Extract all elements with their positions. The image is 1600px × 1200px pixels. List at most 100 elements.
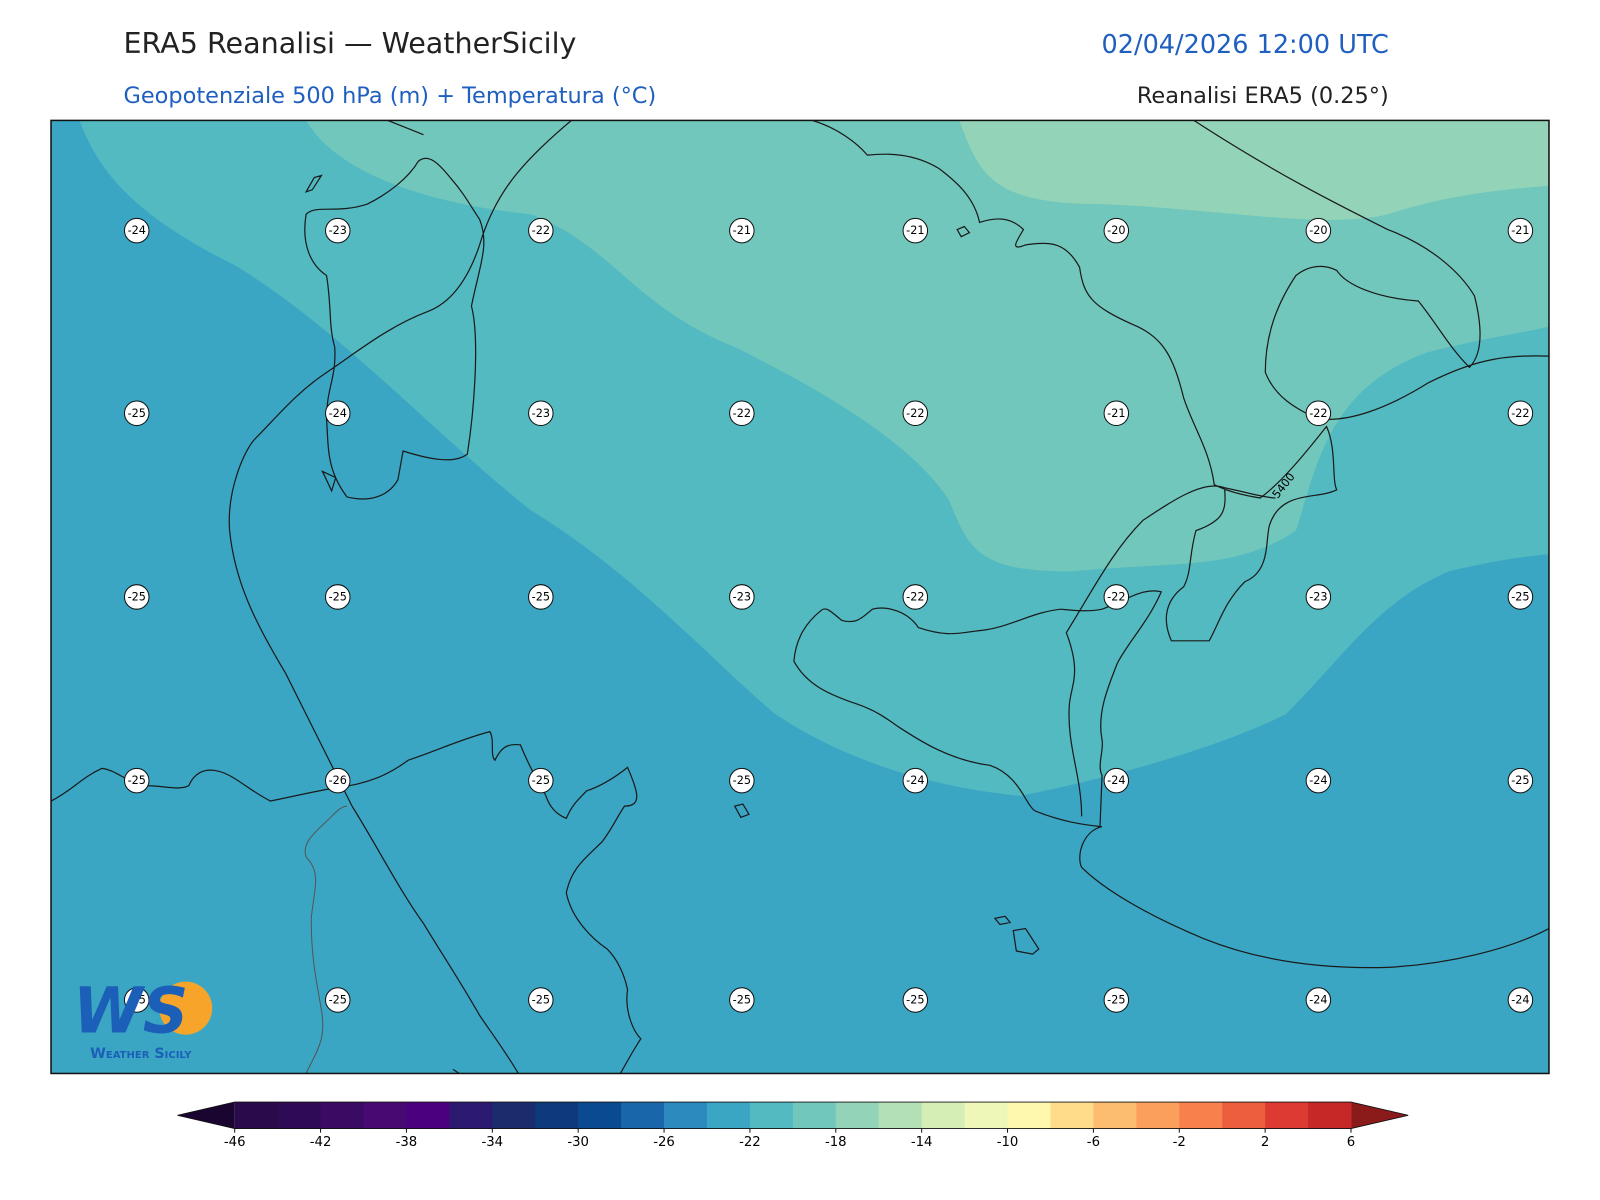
- logo: WS Weather Sicily: [73, 974, 213, 1062]
- temperature-marker: [902, 987, 929, 1013]
- logo-mark: WS: [73, 974, 188, 1048]
- temperature-marker: [1103, 767, 1130, 794]
- colorbar-bin: [449, 1102, 493, 1129]
- temperature-label: -24: [1309, 774, 1327, 787]
- logo-name: Weather Sicily: [90, 1046, 192, 1062]
- colorbar-tick-label: -22: [739, 1135, 761, 1150]
- temperature-labels: -24 -23 -22 -21 -21 -20 -20 -21 -25 -24 -23 -22 -22 -…: [123, 217, 1534, 1013]
- colorbar-bin: [277, 1102, 322, 1129]
- temperature-label: -25: [1107, 994, 1125, 1007]
- temperature-label: -25: [128, 774, 146, 787]
- colorbar-bin: [1007, 1102, 1051, 1129]
- temperature-label: -21: [1107, 407, 1125, 420]
- temperature-marker: [1305, 584, 1332, 610]
- colorbar: -46 -42 -38 -34 -30 -26 -22 -18 -14 -10 -6 -2 2 6: [177, 1101, 1409, 1150]
- temperature-marker: [1103, 400, 1130, 427]
- colorbar-bin: [621, 1102, 665, 1129]
- colorbar-tick-label: -46: [224, 1135, 246, 1150]
- colorbar-bin: [234, 1102, 279, 1129]
- colorbar-bin: [320, 1102, 365, 1129]
- colorbar-bin: [1093, 1102, 1137, 1129]
- temperature-label: -21: [1511, 224, 1529, 237]
- colorbar-bin: [363, 1102, 407, 1129]
- colorbar-extend: [1351, 1102, 1409, 1129]
- temperature-label: -22: [1511, 407, 1529, 420]
- temperature-marker: [902, 584, 929, 610]
- temperature-marker: [1103, 217, 1130, 244]
- temperature-label: -25: [733, 994, 751, 1007]
- temperature-label: -24: [128, 224, 146, 237]
- colorbar-bin: [1050, 1102, 1094, 1129]
- temperature-label: -24: [906, 774, 924, 787]
- temperature-label: -24: [1511, 994, 1529, 1007]
- colorbar-bin: [1179, 1102, 1223, 1129]
- temperature-marker: [1305, 987, 1332, 1013]
- temperature-marker: [1507, 767, 1534, 794]
- date: 02/04/2026 12:00 UTC: [1102, 30, 1389, 60]
- colorbar-bin: [664, 1102, 708, 1129]
- colorbar-tick-label: -26: [653, 1135, 675, 1150]
- temperature-label: -25: [532, 590, 550, 603]
- border: [304, 805, 347, 1074]
- colorbar-tick-label: -2: [1173, 1135, 1186, 1150]
- map: 5400 -24 -23 -22 -21 -21 -20 -20 -21-25 -24 -23 -2…: [51, 120, 1549, 1074]
- temperature-label: -25: [128, 994, 146, 1007]
- temperature-label: -25: [128, 590, 146, 603]
- temperature-label: -22: [1309, 407, 1327, 420]
- temperature-label: -22: [906, 407, 924, 420]
- contour-line: [1065, 485, 1276, 817]
- temperature-marker: [1507, 400, 1534, 427]
- logo-sun: [159, 981, 213, 1035]
- colorbar-bin: [792, 1102, 837, 1129]
- colorbar-tick-label: -6: [1087, 1135, 1100, 1150]
- temperature-label: -21: [733, 224, 751, 237]
- temperature-marker: [729, 987, 755, 1013]
- temperature-marker: [123, 767, 150, 794]
- temperature-label: -22: [532, 224, 550, 237]
- temperature-marker: [1103, 987, 1130, 1013]
- temperature-label: -22: [733, 407, 751, 420]
- subtitle: Geopotenziale 500 hPa (m) + Temperatura …: [123, 83, 656, 109]
- colorbar-tick-label: -14: [911, 1135, 933, 1150]
- temperature-label: -25: [532, 994, 550, 1007]
- temperature-marker: [123, 400, 150, 427]
- colorbar-bin: [492, 1102, 536, 1129]
- colorbar-bin: [1136, 1102, 1180, 1129]
- colorbar-tick-label: -42: [310, 1135, 332, 1150]
- temperature-marker: [729, 400, 755, 427]
- colorbar-tick-label: 2: [1261, 1135, 1269, 1150]
- colorbar-bin: [921, 1102, 966, 1129]
- colorbar-tick-label: 6: [1347, 1135, 1355, 1150]
- temperature-marker: [1103, 584, 1130, 610]
- colorbar-bin: [706, 1102, 751, 1129]
- temperature-marker: [1507, 584, 1534, 610]
- temperature-label: -25: [1511, 774, 1529, 787]
- colorbar-tick-label: -34: [481, 1135, 503, 1150]
- temperature-label: -25: [532, 774, 550, 787]
- colorbar-tick-label: -38: [396, 1135, 418, 1150]
- colorbar-bin: [1308, 1102, 1352, 1129]
- colorbar-bin: [535, 1102, 579, 1129]
- coastline: [51, 120, 1549, 1074]
- temperature-label: -20: [1107, 224, 1125, 237]
- temperature-marker: [902, 767, 929, 794]
- colorbar-bin: [1222, 1102, 1266, 1129]
- temperature-marker: [1507, 987, 1534, 1013]
- colorbar-bin: [1265, 1102, 1309, 1129]
- temperature-marker: [1305, 767, 1332, 794]
- colorbar-bin: [964, 1102, 1009, 1129]
- colorbar-bin: [835, 1102, 880, 1129]
- temperature-marker: [1507, 217, 1534, 244]
- colorbar-bin: [578, 1102, 622, 1129]
- temperature-marker: [729, 584, 755, 610]
- temperature-marker: [1305, 400, 1332, 427]
- temperature-label: -22: [1107, 590, 1125, 603]
- temperature-label: -21: [906, 224, 924, 237]
- temperature-marker: [729, 767, 755, 794]
- colorbar-tick-label: -10: [997, 1135, 1019, 1150]
- colorbar-bin: [406, 1102, 450, 1129]
- temperature-label: -25: [733, 774, 751, 787]
- temperature-marker: [123, 987, 150, 1013]
- temperature-marker: [902, 400, 929, 427]
- temperature-label: -25: [906, 994, 924, 1007]
